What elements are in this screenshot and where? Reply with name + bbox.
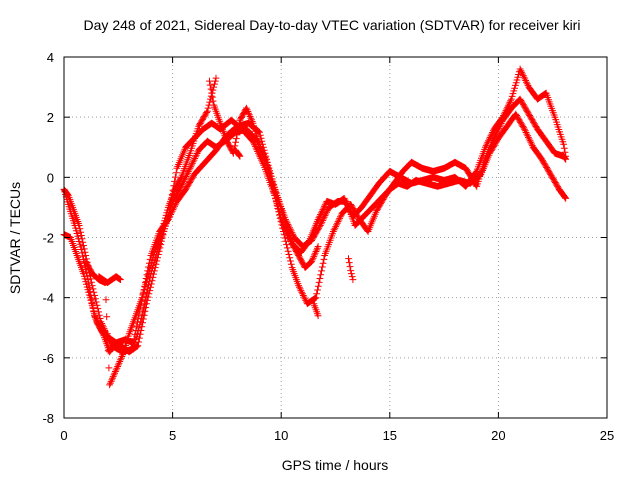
x-tick-label: 15 bbox=[383, 428, 397, 443]
y-tick-label: -8 bbox=[42, 411, 54, 426]
y-axis-label: SDTVAR / TECUs bbox=[7, 182, 23, 294]
axis-ticks: 0 5 10 15 20 25 -8 -6 -4 -2 0 2 4 bbox=[42, 50, 614, 443]
y-tick-label: -4 bbox=[42, 291, 54, 306]
x-tick-label: 5 bbox=[169, 428, 176, 443]
data-series-group bbox=[60, 65, 570, 389]
y-tick-label: 0 bbox=[47, 170, 54, 185]
y-tick-label: -2 bbox=[42, 231, 54, 246]
x-tick-label: 0 bbox=[60, 428, 67, 443]
x-tick-label: 10 bbox=[274, 428, 288, 443]
data-series-track-6 bbox=[95, 273, 124, 286]
x-tick-label: 20 bbox=[491, 428, 505, 443]
data-series-track-8 bbox=[345, 255, 357, 283]
y-tick-label: 4 bbox=[47, 50, 54, 65]
data-series-track-9 bbox=[310, 300, 322, 320]
y-tick-label: 2 bbox=[47, 110, 54, 125]
chart-title: Day 248 of 2021, Sidereal Day-to-day VTE… bbox=[84, 17, 581, 33]
x-axis-label: GPS time / hours bbox=[282, 457, 389, 473]
y-tick-label: -6 bbox=[42, 351, 54, 366]
data-series-track-5 bbox=[206, 77, 322, 271]
x-tick-label: 25 bbox=[600, 428, 614, 443]
data-series-track-7 bbox=[232, 146, 244, 160]
